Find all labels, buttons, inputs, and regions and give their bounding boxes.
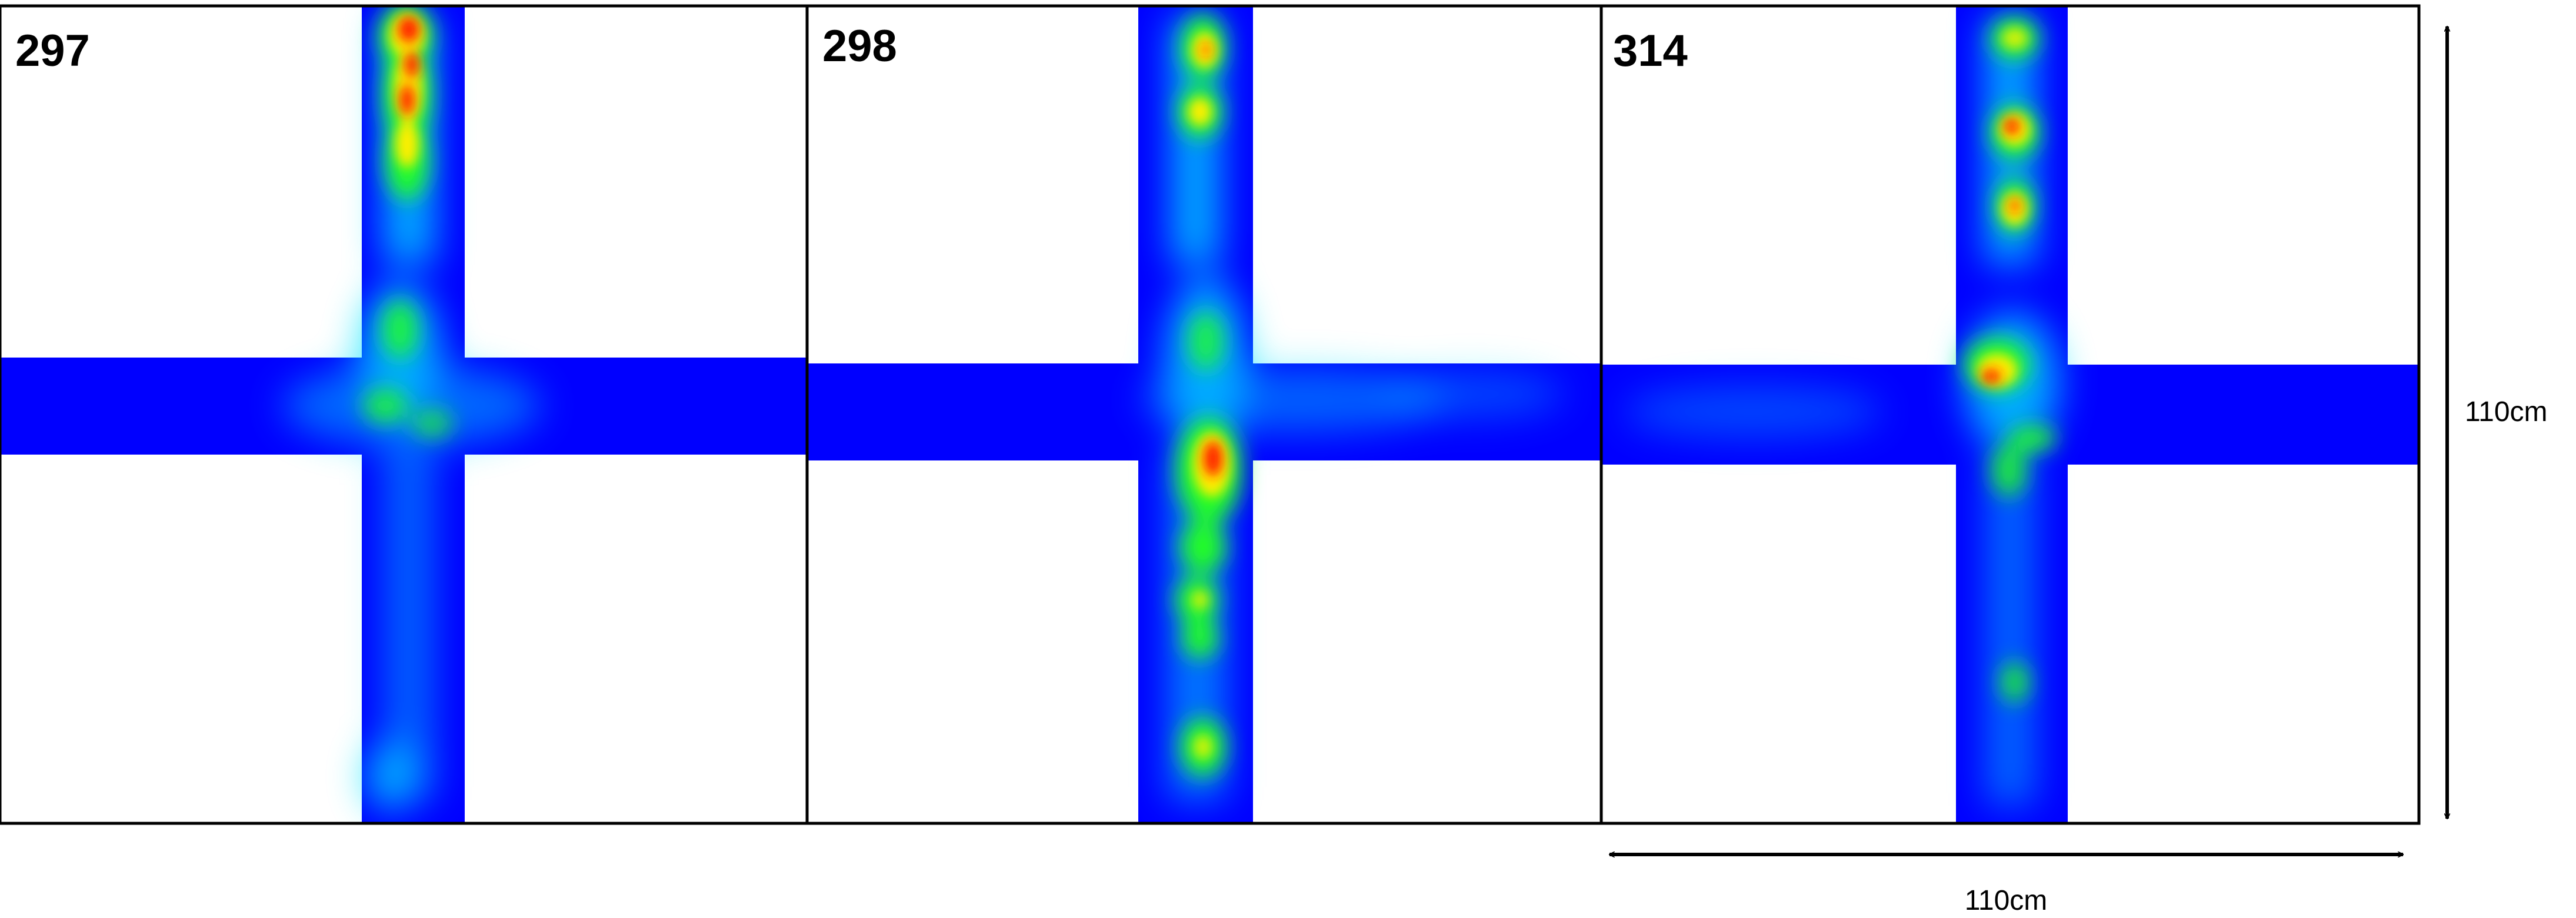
occupancy-heat-297 [282, 6, 541, 812]
occupancy-heat-314 [1624, 18, 2059, 806]
vertical-dimension: 110cm [2447, 26, 2548, 819]
horizontal-dimension-label: 110cm [1965, 885, 2048, 916]
panel-frame-314 [1599, 4, 2421, 825]
panel-297: 297 [0, 4, 809, 825]
panel-label-297: 297 [15, 26, 90, 76]
occupancy-heat-298 [1141, 15, 1565, 800]
panel-298: 298 [805, 4, 1603, 825]
panel-label-314: 314 [1613, 26, 1688, 76]
panel-314: 314 [1599, 4, 2421, 825]
horizontal-dimension: 110cm [1609, 854, 2403, 916]
vertical-dimension-label: 110cm [2465, 396, 2548, 428]
panel-label-298: 298 [822, 21, 897, 71]
